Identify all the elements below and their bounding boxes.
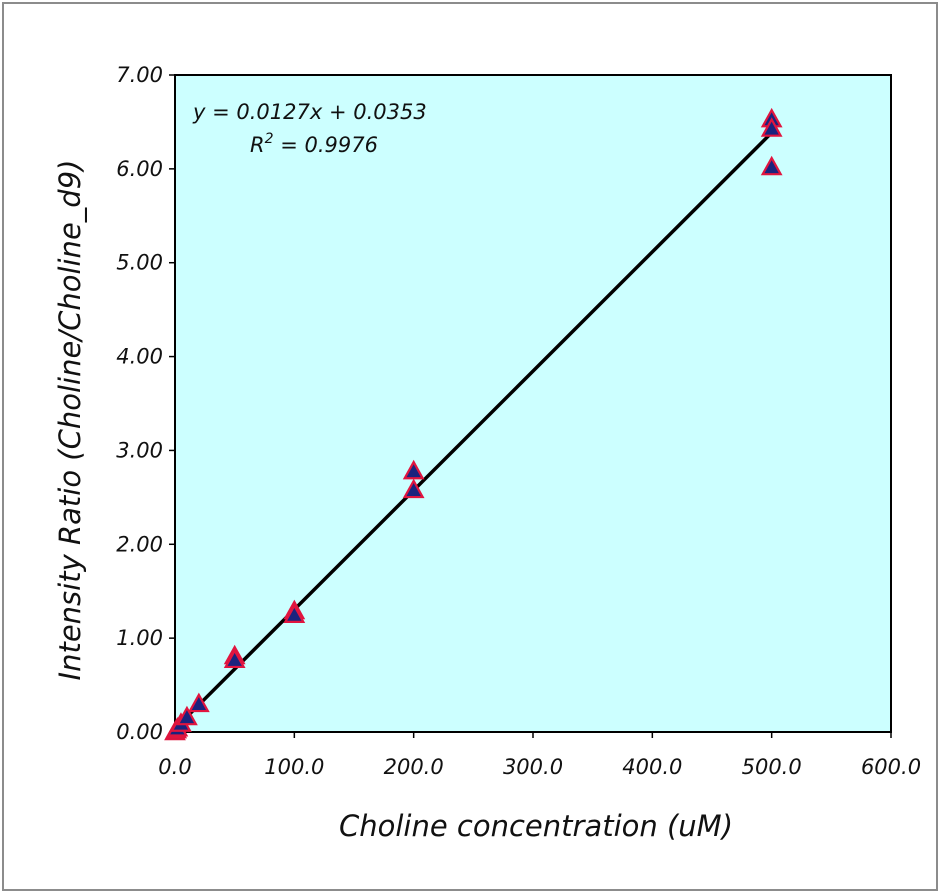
data-point bbox=[187, 692, 210, 713]
data-markers bbox=[164, 107, 783, 741]
r-squared-label: R2 = 0.9976 bbox=[250, 131, 378, 157]
data-point bbox=[760, 117, 783, 137]
data-point bbox=[283, 603, 306, 623]
y-axis-tick-labels: 0.00 1.00 2.00 3.00 4.00 5.00 6.00 7.00 bbox=[116, 63, 163, 744]
x-tick-label: 100.0 bbox=[264, 755, 324, 779]
x-axis-title: Choline concentration (uM) bbox=[339, 809, 733, 843]
y-tick-label: 6.00 bbox=[116, 157, 163, 181]
r-squared-exponent: 2 bbox=[265, 131, 274, 147]
y-tick-label: 7.00 bbox=[116, 63, 163, 87]
x-axis-tick-labels: 0.0 100.0 200.0 300.0 400.0 500.0 600.0 bbox=[158, 755, 921, 779]
x-tick-label: 300.0 bbox=[503, 755, 563, 779]
data-point bbox=[402, 478, 425, 499]
x-tick-label: 600.0 bbox=[861, 755, 921, 779]
trendline bbox=[173, 131, 773, 730]
trendline-equation: y = 0.0127x + 0.0353 bbox=[192, 100, 427, 124]
y-axis-title: Intensity Ratio (Choline/Choline_d9) bbox=[53, 160, 87, 681]
x-tick-label: 400.0 bbox=[622, 755, 682, 779]
r-squared-symbol: R bbox=[250, 133, 265, 157]
y-tick-label: 1.00 bbox=[116, 626, 163, 650]
y-tick-label: 2.00 bbox=[116, 532, 163, 556]
plot-area bbox=[174, 74, 892, 733]
data-point bbox=[402, 459, 425, 480]
data-point bbox=[760, 155, 783, 176]
x-tick-label: 500.0 bbox=[742, 755, 802, 779]
data-point bbox=[223, 648, 246, 669]
data-point bbox=[176, 705, 198, 726]
y-tick-label: 3.00 bbox=[116, 438, 163, 462]
x-tick-label: 200.0 bbox=[384, 755, 444, 779]
y-tick-label: 5.00 bbox=[116, 251, 163, 275]
r-squared-value: = 0.9976 bbox=[274, 133, 378, 157]
x-tick-label: 0.0 bbox=[158, 755, 191, 779]
y-tick-label: 4.00 bbox=[116, 345, 163, 369]
y-tick-label: 0.00 bbox=[116, 720, 163, 744]
